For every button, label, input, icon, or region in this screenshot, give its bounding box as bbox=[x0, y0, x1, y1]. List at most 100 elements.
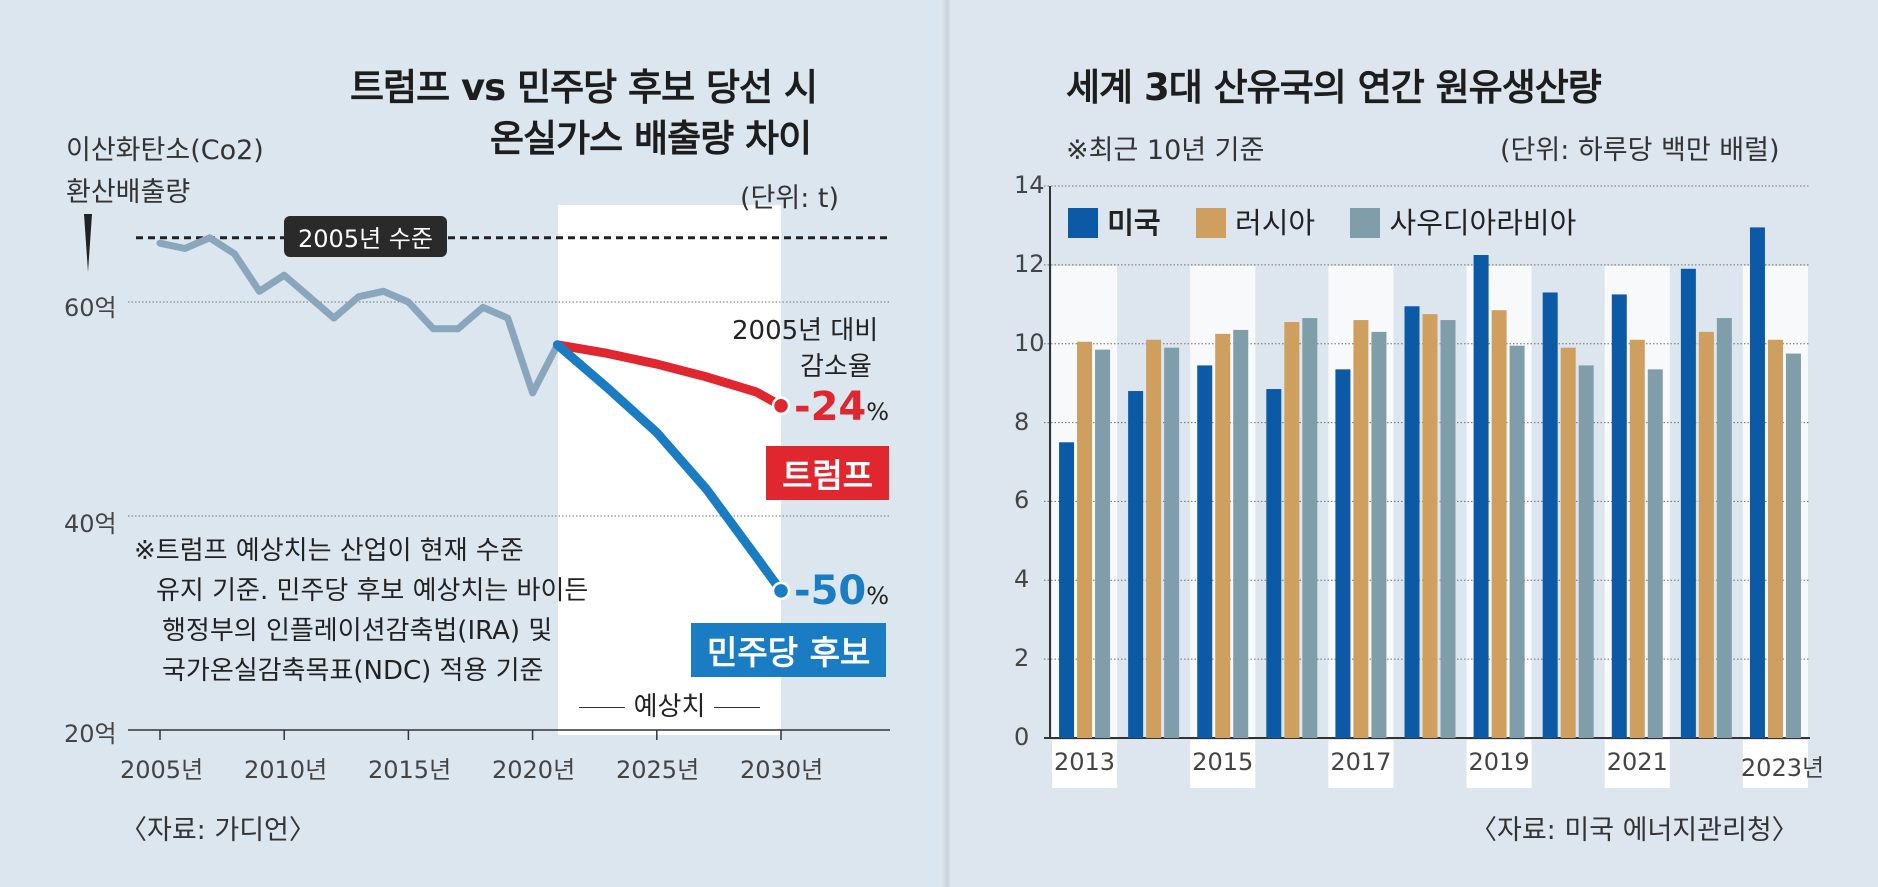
bar-russia-2018 bbox=[1422, 314, 1438, 738]
oil-production-chart bbox=[1044, 185, 1810, 788]
bar-saudi-2020 bbox=[1578, 365, 1594, 738]
bar-saudi-2015 bbox=[1233, 329, 1249, 738]
right-x-tick-2019: 2019 bbox=[1468, 748, 1530, 776]
right-y-tick-12: 12 bbox=[1014, 249, 1045, 278]
right-x-tick-2023년: 2023년 bbox=[1740, 754, 1825, 782]
legend-label-saudi: 사우디아라비아 bbox=[1389, 206, 1577, 240]
right-x-tick-2013: 2013 bbox=[1054, 748, 1116, 776]
x-tick-2025: 2025년 bbox=[616, 756, 700, 784]
legend-swatch-usa bbox=[1068, 208, 1098, 238]
bar-usa-2013 bbox=[1059, 442, 1075, 738]
y-axis-label-line1: 이산화탄소(Co2) bbox=[66, 135, 264, 166]
bar-saudi-2022 bbox=[1716, 318, 1732, 738]
reduction-label-line1: 2005년 대비 bbox=[732, 316, 879, 346]
bar-saudi-2021 bbox=[1647, 369, 1663, 738]
right-x-tick-2015: 2015 bbox=[1192, 748, 1254, 776]
bar-saudi-2013 bbox=[1095, 349, 1111, 738]
note-line3: 행정부의 인플레이션감축법(IRA) 및 bbox=[162, 616, 553, 646]
trump-label: 트럼프 bbox=[766, 446, 890, 500]
right-x-tick-2017: 2017 bbox=[1330, 748, 1392, 776]
left-panel: 트럼프 vs 민주당 후보 당선 시 온실가스 배출량 차이 이산화탄소(Co2… bbox=[64, 66, 890, 846]
right-y-tick-10: 10 bbox=[1014, 328, 1045, 357]
bar-usa-2023 bbox=[1749, 227, 1765, 738]
bar-usa-2015 bbox=[1197, 365, 1213, 738]
bar-russia-2014 bbox=[1146, 339, 1162, 738]
bar-saudi-2018 bbox=[1440, 320, 1456, 738]
bar-usa-2019 bbox=[1473, 255, 1489, 738]
bar-russia-2021 bbox=[1629, 339, 1645, 738]
dem-label: 민주당 후보 bbox=[691, 623, 887, 677]
bar-saudi-2017 bbox=[1371, 331, 1387, 738]
note-line1: ※트럼프 예상치는 산업이 현재 수준 bbox=[134, 536, 524, 566]
bar-russia-2016 bbox=[1284, 322, 1300, 738]
right-y-tick-8: 8 bbox=[1014, 407, 1030, 436]
y-axis-pointer-icon bbox=[84, 214, 92, 272]
dem-percent: % bbox=[866, 582, 890, 610]
x-tick-2005: 2005년 bbox=[120, 756, 204, 784]
bar-usa-2014 bbox=[1128, 391, 1144, 738]
bar-russia-2020 bbox=[1560, 347, 1576, 738]
legend-label-usa: 미국 bbox=[1107, 206, 1161, 240]
trump-reduction-value: -24% bbox=[794, 384, 889, 430]
bar-russia-2015 bbox=[1215, 333, 1231, 738]
dem-value: -50 bbox=[794, 568, 867, 614]
legend-label-russia: 러시아 bbox=[1235, 206, 1316, 240]
right-y-tick-0: 0 bbox=[1014, 723, 1030, 751]
x-tick-2030: 2030년 bbox=[740, 756, 824, 784]
right-bars bbox=[1059, 227, 1801, 738]
note-line2: 유지 기준. 민주당 후보 예상치는 바이든 bbox=[156, 576, 589, 606]
trump-percent: % bbox=[866, 398, 890, 426]
dem-line-end-point bbox=[771, 581, 791, 601]
right-note: ※최근 10년 기준 bbox=[1066, 135, 1265, 166]
reference-label: 2005년 수준 bbox=[284, 216, 447, 257]
forecast-label: 예상치 bbox=[558, 686, 781, 723]
legend: 미국 러시아 사우디아라비아 bbox=[1068, 200, 1576, 242]
trump-value: -24 bbox=[794, 384, 867, 430]
left-source: 〈자료: 가디언〉 bbox=[120, 815, 316, 846]
legend-swatch-russia bbox=[1195, 208, 1226, 238]
x-label-bg-2013 bbox=[1052, 740, 1118, 788]
left-unit: (단위: t) bbox=[740, 183, 840, 214]
bar-saudi-2014 bbox=[1164, 347, 1180, 738]
legend-swatch-saudi bbox=[1350, 208, 1381, 238]
trump-line-end-point bbox=[771, 396, 791, 416]
left-lines bbox=[156, 234, 791, 601]
forecast-label-text: 예상치 bbox=[633, 692, 706, 722]
emissions-chart bbox=[84, 205, 890, 740]
bar-usa-2022 bbox=[1680, 268, 1696, 738]
left-grid bbox=[84, 214, 890, 740]
dem-line bbox=[552, 340, 786, 596]
bar-russia-2022 bbox=[1698, 331, 1714, 738]
bar-russia-2017 bbox=[1353, 320, 1369, 738]
right-source: 〈자료: 미국 에너지관리청〉 bbox=[1470, 815, 1799, 846]
bar-saudi-2019 bbox=[1509, 345, 1525, 738]
right-panel: 세계 3대 산유국의 연간 원유생산량 ※최근 10년 기준 (단위: 하루당 … bbox=[950, 0, 1878, 887]
dem-reduction-value: -50% bbox=[794, 568, 889, 614]
right-x-tick-2021: 2021 bbox=[1606, 748, 1668, 776]
bar-usa-2018 bbox=[1404, 306, 1420, 738]
y-tick-40: 40억 bbox=[64, 510, 117, 538]
y-axis-label-line2: 환산배출량 bbox=[66, 177, 191, 208]
y-tick-60: 60억 bbox=[64, 294, 117, 322]
bar-usa-2020 bbox=[1542, 292, 1558, 738]
history-line bbox=[156, 234, 561, 397]
reduction-label-line2: 감소율 bbox=[800, 352, 872, 382]
bar-russia-2013 bbox=[1077, 341, 1093, 738]
left-title-line1: 트럼프 vs 민주당 후보 당선 시 bbox=[350, 66, 818, 109]
x-tick-2020: 2020년 bbox=[492, 756, 576, 784]
right-y-tick-14: 14 bbox=[1014, 171, 1045, 199]
x-tick-2010: 2010년 bbox=[244, 756, 328, 784]
right-y-tick-6: 6 bbox=[1014, 486, 1030, 515]
x-label-bg-2019 bbox=[1466, 740, 1532, 788]
bar-russia-2019 bbox=[1491, 310, 1507, 738]
left-title-line2: 온실가스 배출량 차이 bbox=[490, 117, 812, 160]
x-tick-2015: 2015년 bbox=[368, 756, 452, 784]
x-label-bg-2017 bbox=[1328, 740, 1394, 788]
bar-usa-2016 bbox=[1266, 389, 1282, 738]
right-y-tick-4: 4 bbox=[1014, 565, 1030, 594]
bar-saudi-2016 bbox=[1302, 318, 1318, 738]
bar-saudi-2023 bbox=[1785, 353, 1801, 738]
note-line4: 국가온실감축목표(NDC) 적용 기준 bbox=[162, 656, 544, 686]
trump-line bbox=[552, 340, 786, 411]
right-title: 세계 3대 산유국의 연간 원유생산량 bbox=[1066, 66, 1602, 109]
